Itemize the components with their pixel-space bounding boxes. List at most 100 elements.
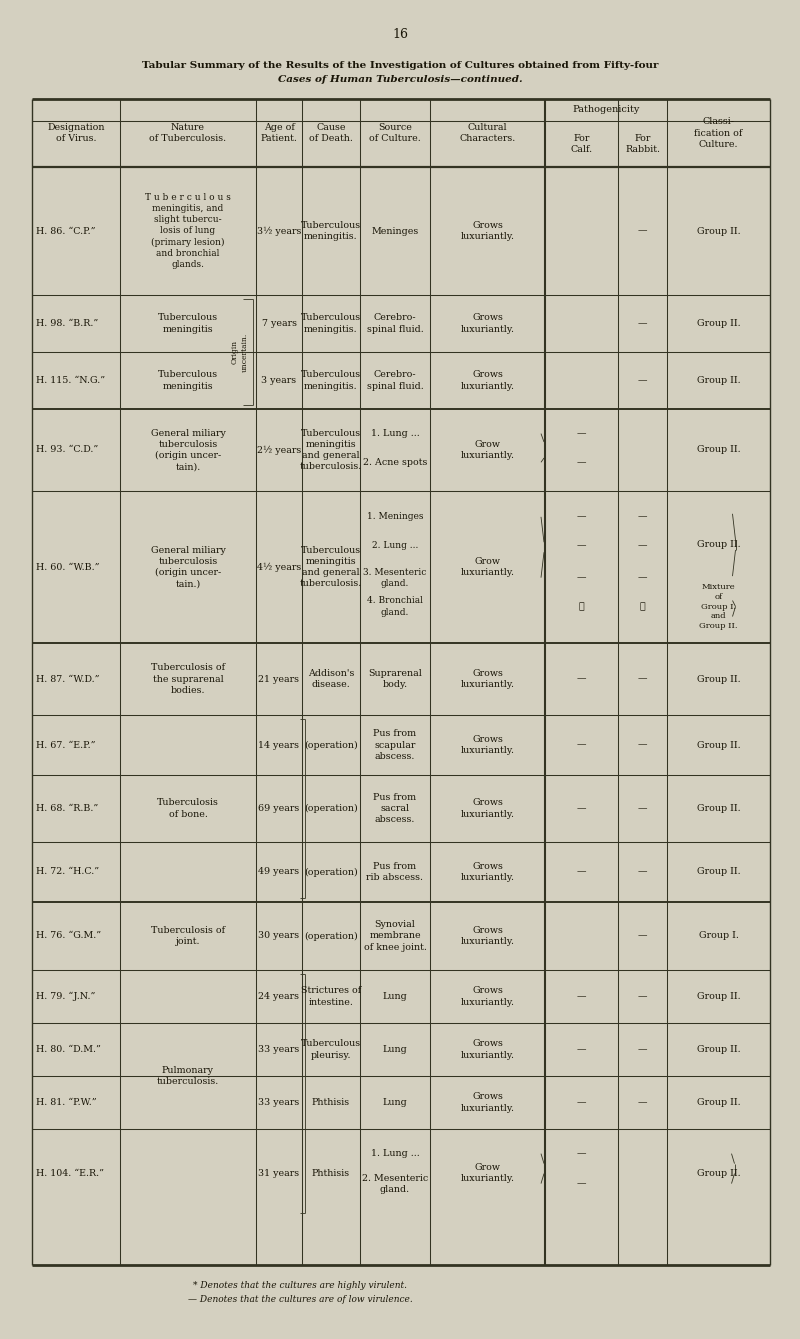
Text: —: — — [577, 1149, 586, 1158]
Text: —: — — [577, 573, 586, 582]
Text: * Denotes that the cultures are highly virulent.: * Denotes that the cultures are highly v… — [193, 1280, 407, 1289]
Text: H. 104. “E.R.”: H. 104. “E.R.” — [36, 1169, 104, 1177]
Text: Source
of Culture.: Source of Culture. — [369, 123, 421, 143]
Text: —: — — [638, 932, 647, 940]
Text: 24 years: 24 years — [258, 992, 299, 1002]
Text: —: — — [638, 573, 647, 582]
Text: Group II.: Group II. — [697, 446, 740, 454]
Text: —: — — [638, 992, 647, 1002]
Text: —: — — [638, 541, 647, 550]
Text: H. 93. “C.D.”: H. 93. “C.D.” — [36, 446, 98, 454]
Text: Grows
luxuriantly.: Grows luxuriantly. — [461, 313, 514, 333]
Text: For
Rabbit.: For Rabbit. — [625, 134, 660, 154]
Text: General miliary
tuberculosis
(origin uncer-
tain).: General miliary tuberculosis (origin unc… — [150, 428, 226, 471]
Text: —: — — [577, 1098, 586, 1107]
Text: Cerebro-
spinal fluid.: Cerebro- spinal fluid. — [366, 371, 423, 391]
Text: H. 80. “D.M.”: H. 80. “D.M.” — [36, 1044, 101, 1054]
Text: 2. Lung ...: 2. Lung ... — [372, 541, 418, 550]
Text: Meninges: Meninges — [371, 226, 418, 236]
Text: Tuberculosis
of bone.: Tuberculosis of bone. — [157, 798, 219, 818]
Text: Tuberculous
meningitis: Tuberculous meningitis — [158, 371, 218, 391]
Text: Lung: Lung — [382, 992, 407, 1002]
Text: H. 72. “H.C.”: H. 72. “H.C.” — [36, 868, 99, 877]
Text: H. 60. “W.B.”: H. 60. “W.B.” — [36, 562, 99, 572]
Text: H. 81. “P.W.”: H. 81. “P.W.” — [36, 1098, 97, 1107]
Text: Grows
luxuriantly.: Grows luxuriantly. — [461, 927, 514, 947]
Text: Tuberculous
meningitis.: Tuberculous meningitis. — [301, 371, 361, 391]
Text: Grows
luxuriantly.: Grows luxuriantly. — [461, 670, 514, 690]
Text: 3½ years: 3½ years — [257, 226, 301, 236]
Text: —: — — [577, 1180, 586, 1188]
Text: — Denotes that the cultures are of low virulence.: — Denotes that the cultures are of low v… — [188, 1295, 412, 1303]
Text: —: — — [577, 541, 586, 550]
Text: 21 years: 21 years — [258, 675, 299, 683]
Text: Tuberculosis of
joint.: Tuberculosis of joint. — [151, 927, 225, 947]
Text: (operation): (operation) — [304, 803, 358, 813]
Text: Group I.: Group I. — [698, 932, 738, 940]
Text: —: — — [577, 803, 586, 813]
Text: Cause
of Death.: Cause of Death. — [309, 123, 353, 143]
Text: ★: ★ — [640, 603, 646, 611]
Text: —: — — [638, 319, 647, 328]
Text: Nature
of Tuberculosis.: Nature of Tuberculosis. — [150, 123, 226, 143]
Text: Grows
luxuriantly.: Grows luxuriantly. — [461, 1093, 514, 1113]
Text: Grows
luxuriantly.: Grows luxuriantly. — [461, 798, 514, 818]
Text: 7 years: 7 years — [262, 319, 297, 328]
Text: Tabular Summary of the Results of the Investigation of Cultures obtained from Fi: Tabular Summary of the Results of the In… — [142, 60, 658, 70]
Text: ★: ★ — [578, 603, 584, 611]
Text: —: — — [577, 458, 586, 467]
Text: (operation): (operation) — [304, 740, 358, 750]
Text: Group II.: Group II. — [697, 1169, 740, 1177]
Text: Tuberculosis of
the suprarenal
bodies.: Tuberculosis of the suprarenal bodies. — [151, 663, 225, 695]
Text: Tuberculous
meningitis
and general
tuberculosis.: Tuberculous meningitis and general tuber… — [300, 546, 362, 588]
Text: 1. Lung ...: 1. Lung ... — [370, 1149, 419, 1158]
Text: Age of
Patient.: Age of Patient. — [261, 123, 298, 143]
Text: Group II.: Group II. — [697, 992, 740, 1002]
Text: Grow
luxuriantly.: Grow luxuriantly. — [461, 1164, 514, 1184]
Text: (operation): (operation) — [304, 868, 358, 877]
Text: Grows
luxuriantly.: Grows luxuriantly. — [461, 371, 514, 391]
Text: Tuberculous
meningitis
and general
tuberculosis.: Tuberculous meningitis and general tuber… — [300, 428, 362, 471]
Text: H. 68. “R.B.”: H. 68. “R.B.” — [36, 803, 98, 813]
Text: H. 115. “N.G.”: H. 115. “N.G.” — [36, 376, 105, 386]
Text: Group II.: Group II. — [697, 675, 740, 683]
Text: Tuberculous
meningitis.: Tuberculous meningitis. — [301, 313, 361, 333]
Text: Origin
uncertain.: Origin uncertain. — [231, 332, 249, 372]
Text: Pulmonary
tuberculosis.: Pulmonary tuberculosis. — [157, 1066, 219, 1086]
Text: Group II.: Group II. — [697, 319, 740, 328]
Text: —: — — [638, 513, 647, 521]
Text: Pus from
scapular
abscess.: Pus from scapular abscess. — [374, 730, 417, 761]
Text: Cases of Human Tuberculosis—continued.: Cases of Human Tuberculosis—continued. — [278, 75, 522, 83]
Text: —: — — [638, 376, 647, 386]
Text: Group II.: Group II. — [697, 226, 740, 236]
Text: 1. Meninges: 1. Meninges — [366, 513, 423, 521]
Text: Grows
luxuriantly.: Grows luxuriantly. — [461, 1039, 514, 1059]
Text: (operation): (operation) — [304, 932, 358, 940]
Text: —: — — [638, 1098, 647, 1107]
Text: Grow
luxuriantly.: Grow luxuriantly. — [461, 557, 514, 577]
Text: 31 years: 31 years — [258, 1169, 299, 1177]
Text: Synovial
membrane
of knee joint.: Synovial membrane of knee joint. — [363, 920, 426, 952]
Text: H. 98. “B.R.”: H. 98. “B.R.” — [36, 319, 98, 328]
Text: —: — — [577, 740, 586, 750]
Text: 49 years: 49 years — [258, 868, 299, 877]
Text: Group II.: Group II. — [697, 1098, 740, 1107]
Text: Grow
luxuriantly.: Grow luxuriantly. — [461, 441, 514, 461]
Text: 4. Bronchial
gland.: 4. Bronchial gland. — [367, 596, 423, 616]
Text: Mixture
of
Group I.
and
Group II.: Mixture of Group I. and Group II. — [699, 582, 738, 631]
Text: 33 years: 33 years — [258, 1098, 300, 1107]
Text: Lung: Lung — [382, 1098, 407, 1107]
Text: Group II.: Group II. — [697, 868, 740, 877]
Text: 3 years: 3 years — [262, 376, 297, 386]
Text: —: — — [638, 868, 647, 877]
Text: Grows
luxuriantly.: Grows luxuriantly. — [461, 987, 514, 1007]
Text: 2. Acne spots: 2. Acne spots — [363, 458, 427, 467]
Text: T u b e r c u l o u s
meningitis, and
slight tubercu-
losis of lung
(primary les: T u b e r c u l o u s meningitis, and sl… — [145, 193, 231, 269]
Text: —: — — [577, 513, 586, 521]
Text: General miliary
tuberculosis
(origin uncer-
tain.): General miliary tuberculosis (origin unc… — [150, 546, 226, 588]
Text: 69 years: 69 years — [258, 803, 300, 813]
Text: —: — — [577, 992, 586, 1002]
Text: H. 87. “W.D.”: H. 87. “W.D.” — [36, 675, 99, 683]
Text: 1. Lung ...: 1. Lung ... — [370, 428, 419, 438]
Text: Grows
luxuriantly.: Grows luxuriantly. — [461, 221, 514, 241]
